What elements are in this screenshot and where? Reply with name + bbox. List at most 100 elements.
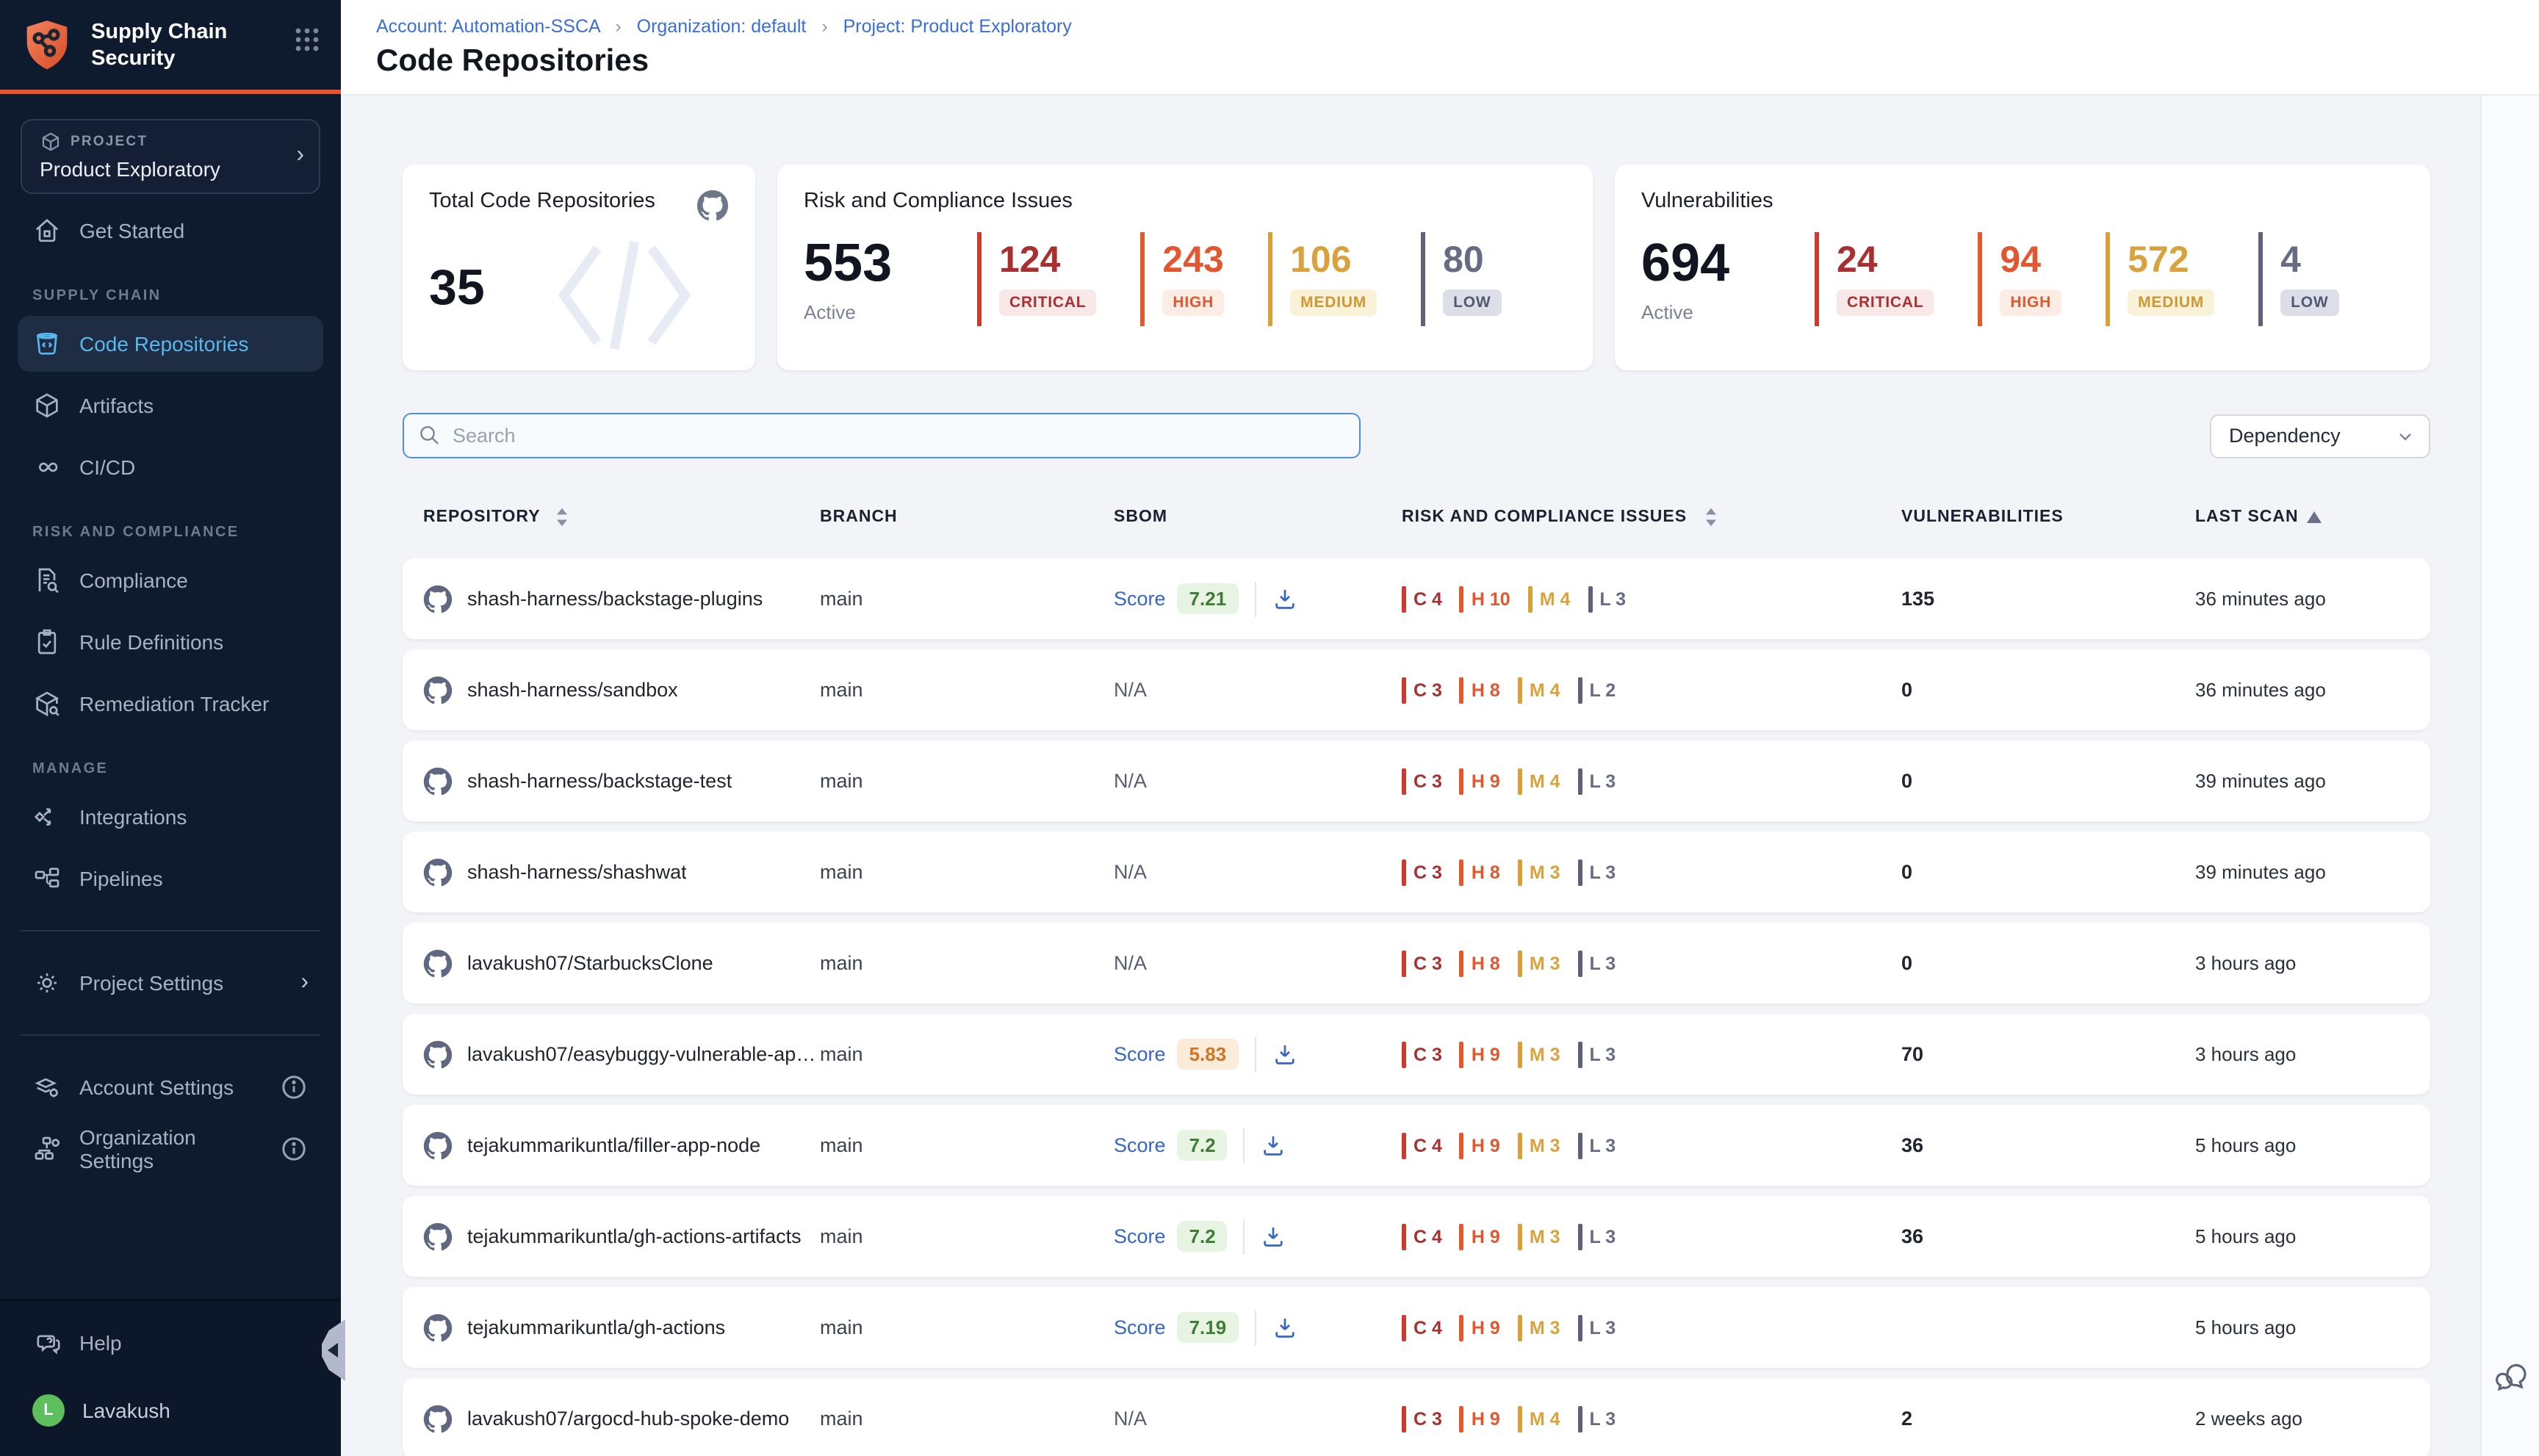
severity-count: 106	[1290, 242, 1377, 279]
sidebar-item-account-settings[interactable]: Account Settings	[18, 1059, 323, 1115]
severity-low: L 3	[1588, 585, 1626, 612]
download-sbom-button[interactable]	[1272, 1042, 1297, 1067]
risk-cell: C 3 H 9 M 4 L 3	[1402, 1405, 1901, 1432]
github-icon	[423, 1404, 453, 1433]
severity-badge: LOW	[2280, 289, 2338, 316]
table-row[interactable]: shash-harness/backstage-test main N/A C …	[403, 740, 2430, 821]
divider	[1244, 1219, 1245, 1254]
download-sbom-button[interactable]	[1272, 1315, 1297, 1340]
column-risk[interactable]: RISK AND COMPLIANCE ISSUES	[1402, 507, 1901, 527]
divider	[21, 930, 320, 931]
app-title: Supply Chain Security	[91, 19, 279, 73]
severity-stat-medium: 572 MEDIUM	[2106, 232, 2214, 326]
severity-low: L 3	[1578, 1041, 1616, 1067]
table-row[interactable]: lavakush07/argocd-hub-spoke-demo main N/…	[403, 1378, 2430, 1456]
breadcrumb-organization[interactable]: Organization: default	[637, 16, 807, 37]
repo-name: shash-harness/sandbox	[467, 679, 678, 701]
divider	[1254, 1310, 1256, 1345]
sbom-score-label: Score	[1114, 588, 1166, 610]
severity-high: H 8	[1460, 859, 1500, 885]
sidebar-item-label: Code Repositories	[79, 332, 248, 356]
severity-stat-low: 80 LOW	[1421, 232, 1501, 326]
table-row[interactable]: lavakush07/easybuggy-vulnerable-app... m…	[403, 1014, 2430, 1095]
sort-icon	[1704, 507, 1718, 527]
table-row[interactable]: shash-harness/shashwat main N/A C 3 H 8 …	[403, 832, 2430, 912]
vulnerability-count: 36	[1901, 1225, 1923, 1247]
severity-critical: C 3	[1402, 768, 1442, 794]
last-scan: 5 hours ago	[2195, 1316, 2296, 1338]
risk-cell: C 4 H 9 M 3 L 3	[1402, 1132, 1901, 1158]
download-sbom-button[interactable]	[1272, 586, 1297, 611]
sidebar-item-organization-settings[interactable]: Organization Settings	[18, 1121, 323, 1177]
column-last-scan[interactable]: LAST SCAN	[2195, 507, 2410, 527]
sbom-na: N/A	[1114, 861, 1147, 883]
search-input[interactable]	[403, 413, 1361, 458]
breadcrumb-separator: ›	[615, 16, 621, 37]
column-repository[interactable]: REPOSITORY	[423, 507, 820, 527]
table-row[interactable]: lavakush07/StarbucksClone main N/A C 3 H…	[403, 923, 2430, 1003]
sidebar-item-pipelines[interactable]: Pipelines	[18, 851, 323, 907]
page-header: Account: Automation-SSCA › Organization:…	[341, 0, 2539, 95]
sidebar-item-integrations[interactable]: Integrations	[18, 789, 323, 845]
severity-low: L 3	[1578, 950, 1616, 976]
organization-settings-icon	[32, 1134, 62, 1164]
vulns-total-value: 694	[1641, 236, 1765, 289]
help-button[interactable]: Help	[18, 1315, 323, 1371]
download-sbom-button[interactable]	[1261, 1133, 1286, 1158]
branch-name: main	[820, 1042, 863, 1064]
repo-name: shash-harness/backstage-plugins	[467, 588, 763, 610]
severity-stat-medium: 106 MEDIUM	[1268, 232, 1377, 326]
severity-stat-low: 4 LOW	[2258, 232, 2338, 326]
card-title: Vulnerabilities	[1641, 190, 1773, 213]
sidebar-item-artifacts[interactable]: Artifacts	[18, 378, 323, 433]
severity-critical: C 4	[1402, 1314, 1442, 1341]
sidebar-item-code-repositories[interactable]: Code Repositories	[18, 316, 323, 372]
vulnerability-count: 2	[1901, 1407, 1912, 1429]
sidebar-item-compliance[interactable]: Compliance	[18, 552, 323, 608]
section-label-manage: MANAGE	[32, 761, 323, 777]
severity-high: H 9	[1460, 1314, 1500, 1341]
breadcrumb-account[interactable]: Account: Automation-SSCA	[376, 16, 599, 37]
sidebar-item-cicd[interactable]: CI/CD	[18, 439, 323, 495]
severity-badge: MEDIUM	[1290, 289, 1377, 316]
user-menu[interactable]: L Lavakush	[18, 1383, 323, 1438]
page-title: Code Repositories	[376, 44, 2504, 79]
severity-low: L 3	[1578, 1223, 1616, 1250]
module-grid-icon[interactable]	[294, 26, 320, 53]
divider	[1254, 1037, 1256, 1072]
sidebar-item-get-started[interactable]: Get Started	[18, 203, 323, 259]
github-icon	[423, 584, 453, 613]
repository-list: shash-harness/backstage-plugins main Sco…	[403, 558, 2430, 1456]
download-sbom-button[interactable]	[1261, 1224, 1286, 1249]
sbom-na: N/A	[1114, 679, 1147, 701]
code-repo-icon	[32, 329, 62, 358]
branch-name: main	[820, 1316, 863, 1338]
chevron-right-icon: ›	[300, 970, 309, 996]
table-row[interactable]: tejakummarikuntla/filler-app-node main S…	[403, 1105, 2430, 1186]
sidebar-item-rule-definitions[interactable]: Rule Definitions	[18, 614, 323, 670]
severity-count: 24	[1837, 242, 1934, 279]
sbom-score-value: 7.21	[1178, 583, 1239, 614]
clipboard-check-icon	[32, 627, 62, 657]
breadcrumb-project[interactable]: Project: Product Exploratory	[843, 16, 1072, 37]
table-row[interactable]: shash-harness/backstage-plugins main Sco…	[403, 558, 2430, 639]
severity-stat-critical: 24 CRITICAL	[1815, 232, 1934, 326]
table-row[interactable]: tejakummarikuntla/gh-actions main Score …	[403, 1287, 2430, 1368]
repo-name: shash-harness/backstage-test	[467, 770, 732, 792]
sidebar-item-project-settings[interactable]: Project Settings ›	[18, 955, 323, 1011]
chevron-down-icon	[2396, 427, 2414, 444]
chevron-right-icon: ›	[296, 143, 304, 169]
table-row[interactable]: shash-harness/sandbox main N/A C 3 H 8 M…	[403, 649, 2430, 730]
severity-count: 80	[1443, 242, 1501, 279]
project-selector[interactable]: PROJECT Product Exploratory ›	[21, 119, 320, 194]
sidebar-item-label: Organization Settings	[79, 1125, 244, 1172]
severity-critical: C 4	[1402, 1132, 1442, 1158]
card-title: Total Code Repositories	[429, 190, 655, 213]
table-row[interactable]: tejakummarikuntla/gh-actions-artifacts m…	[403, 1196, 2430, 1277]
risk-cell: C 4 H 10 M 4 L 3	[1402, 585, 1901, 612]
sbom-cell: Score 5.83	[1114, 1037, 1402, 1072]
severity-high: H 8	[1460, 950, 1500, 976]
sidebar-item-remediation-tracker[interactable]: Remediation Tracker	[18, 676, 323, 732]
chat-support-icon[interactable]	[2493, 1359, 2529, 1394]
dependency-filter-select[interactable]: Dependency	[2210, 414, 2430, 458]
